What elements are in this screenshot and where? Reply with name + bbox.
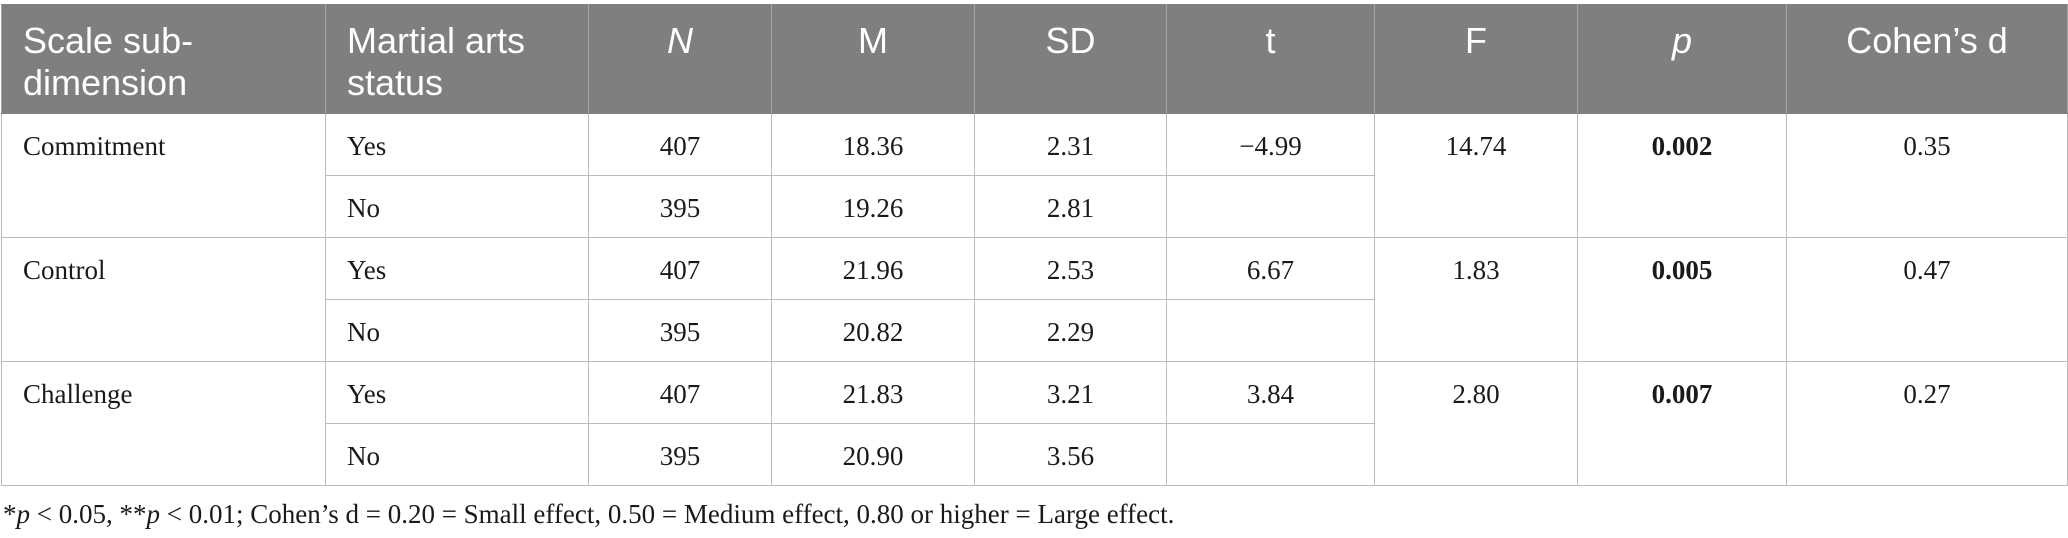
results-table: Scale sub-dimension Martial arts status … <box>1 4 2068 486</box>
f-cell: 2.80 <box>1374 361 1578 486</box>
mean-cell: 21.83 <box>771 361 975 424</box>
sd-cell: 2.81 <box>974 175 1167 238</box>
n-cell: 395 <box>588 423 772 486</box>
mean-cell: 20.82 <box>771 299 975 362</box>
footnote-p-symbol: p <box>16 499 31 529</box>
t-cell: 3.84 <box>1166 361 1375 424</box>
header-f: F <box>1374 4 1578 114</box>
header-cohens-d: Cohen’s d <box>1786 4 2068 114</box>
t-cell-empty <box>1166 423 1375 486</box>
sd-cell: 3.21 <box>974 361 1167 424</box>
sd-cell: 3.56 <box>974 423 1167 486</box>
sd-cell: 2.31 <box>974 113 1167 176</box>
mean-cell: 20.90 <box>771 423 975 486</box>
status-cell: Yes <box>325 113 589 176</box>
header-scale-sub-dimension: Scale sub-dimension <box>1 4 326 114</box>
status-cell: No <box>325 175 589 238</box>
footnote-text: < 0.01; Cohen’s d = 0.20 = Small effect,… <box>159 499 1175 529</box>
table-row: Challenge Yes 407 21.83 3.21 3.84 2.80 0… <box>1 361 2068 486</box>
dimension-cell: Commitment <box>1 113 326 238</box>
footnote-p-symbol: p <box>146 499 160 529</box>
cohens-d-cell: 0.47 <box>1786 237 2068 362</box>
f-cell: 14.74 <box>1374 113 1578 238</box>
sd-cell: 2.29 <box>974 299 1167 362</box>
p-cell: 0.007 <box>1577 361 1787 486</box>
header-martial-arts-status: Martial arts status <box>325 4 589 114</box>
mean-cell: 18.36 <box>771 113 975 176</box>
n-cell: 407 <box>588 113 772 176</box>
n-cell: 407 <box>588 237 772 300</box>
table-row: No 395 20.82 2.29 <box>2 299 2068 362</box>
n-cell: 395 <box>588 299 772 362</box>
status-cell: No <box>325 299 589 362</box>
dimension-cell: Control <box>1 237 326 362</box>
cohens-d-cell: 0.35 <box>1786 113 2068 238</box>
n-cell: 407 <box>588 361 772 424</box>
t-cell: −4.99 <box>1166 113 1375 176</box>
table-footnote: *p < 0.05, **p < 0.01; Cohen’s d = 0.20 … <box>3 498 1174 530</box>
status-cell: No <box>325 423 589 486</box>
table-row: Control Yes 407 21.96 2.53 6.67 1.83 0.0… <box>1 237 2068 362</box>
t-cell-empty <box>1166 175 1375 238</box>
header-t: t <box>1166 4 1375 114</box>
header-sd: SD <box>974 4 1167 114</box>
header-m: M <box>771 4 975 114</box>
t-cell-empty <box>1166 299 1375 362</box>
status-cell: Yes <box>325 361 589 424</box>
header-n: N <box>588 4 772 114</box>
table-row: Commitment Yes 407 18.36 2.31 −4.99 14.7… <box>1 113 2068 238</box>
n-cell: 395 <box>588 175 772 238</box>
header-row: Scale sub-dimension Martial arts status … <box>1 4 2068 114</box>
table-header: Scale sub-dimension Martial arts status … <box>1 4 2068 114</box>
mean-cell: 19.26 <box>771 175 975 238</box>
table-row: No 395 20.90 3.56 <box>2 423 2068 486</box>
sd-cell: 2.53 <box>974 237 1167 300</box>
footnote-text: * <box>3 499 17 529</box>
p-cell: 0.002 <box>1577 113 1787 238</box>
f-cell: 1.83 <box>1374 237 1578 362</box>
footnote-text: < 0.05, ** <box>30 499 147 529</box>
header-p: p <box>1577 4 1787 114</box>
cohens-d-cell: 0.27 <box>1786 361 2068 486</box>
p-cell: 0.005 <box>1577 237 1787 362</box>
dimension-cell: Challenge <box>1 361 326 486</box>
table-body: Commitment Yes 407 18.36 2.31 −4.99 14.7… <box>1 113 2068 486</box>
status-cell: Yes <box>325 237 589 300</box>
mean-cell: 21.96 <box>771 237 975 300</box>
t-cell: 6.67 <box>1166 237 1375 300</box>
